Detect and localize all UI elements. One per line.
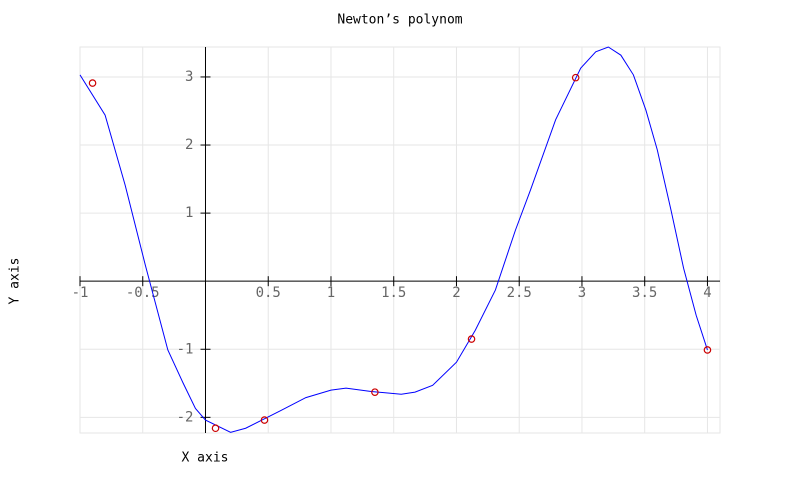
- point: [211, 424, 220, 433]
- x-tick-label: 3: [578, 285, 586, 301]
- point: [88, 79, 97, 87]
- y-tick-label: 1: [185, 205, 193, 221]
- x-axis-label: X axis: [182, 451, 229, 466]
- x-tick-label: 1: [327, 285, 335, 301]
- chart-title: Newton’s polynom: [337, 13, 462, 28]
- x-tick-label: 2: [452, 285, 460, 301]
- y-tick-label: -1: [177, 341, 194, 357]
- y-tick-label: 3: [185, 69, 193, 85]
- x-tick-label: 1.5: [381, 285, 406, 301]
- point: [571, 73, 580, 82]
- point: [260, 416, 269, 424]
- point: [467, 335, 476, 343]
- x-tick-label: -1: [72, 285, 89, 301]
- point: [703, 346, 712, 354]
- y-axis-label: Y axis: [8, 258, 23, 305]
- x-tick-label: 3.5: [632, 285, 657, 301]
- y-tick-label: -2: [177, 409, 194, 425]
- plot-area: [79, 46, 721, 434]
- x-tick-label: 2.5: [507, 285, 532, 301]
- x-tick-label: -0.5: [126, 285, 160, 301]
- line: [79, 46, 708, 433]
- x-tick-label: 0.5: [256, 285, 281, 301]
- x-tick-label: 4: [703, 285, 711, 301]
- point: [371, 388, 379, 396]
- y-tick-label: 2: [185, 137, 193, 153]
